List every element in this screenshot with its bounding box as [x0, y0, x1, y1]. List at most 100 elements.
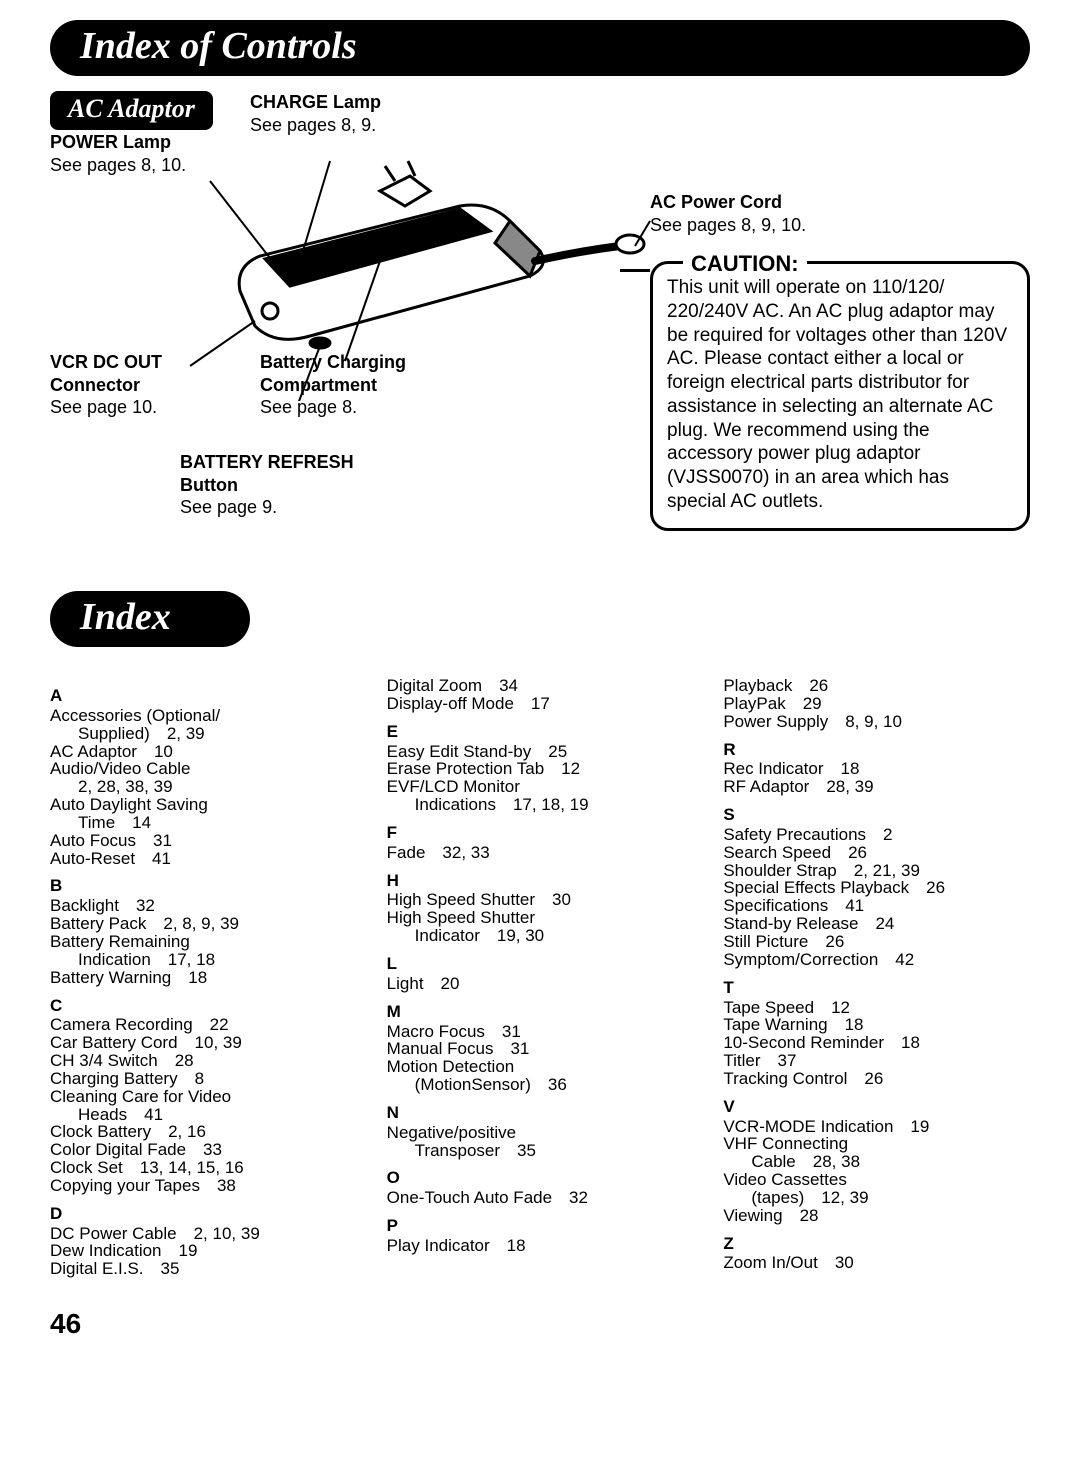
index-entry: Search Speed 26 — [723, 844, 1030, 862]
index-entry: Light 20 — [387, 975, 694, 993]
index-entry: Auto Daylight Saving — [50, 796, 357, 814]
index-heading-letter: S — [723, 806, 1030, 824]
index-entry: (tapes) 12, 39 — [723, 1189, 1030, 1207]
index-entry: Digital Zoom 34 — [387, 677, 694, 695]
index-entry: High Speed Shutter — [387, 909, 694, 927]
index-entry: Time 14 — [50, 814, 357, 832]
index-heading-letter: D — [50, 1205, 357, 1223]
index-col-2: Digital Zoom 34Display-off Mode 17EEasy … — [387, 677, 694, 1278]
index-heading-letter: F — [387, 824, 694, 842]
callout-title: VCR DC OUT Connector — [50, 352, 162, 395]
index-entry: Transposer 35 — [387, 1142, 694, 1160]
index-entry: Clock Battery 2, 16 — [50, 1123, 357, 1141]
index-entry: Playback 26 — [723, 677, 1030, 695]
index-entry: Erase Protection Tab 12 — [387, 760, 694, 778]
index-entry: VHF Connecting — [723, 1135, 1030, 1153]
index-entry: Audio/Video Cable — [50, 760, 357, 778]
index-entry: Color Digital Fade 33 — [50, 1141, 357, 1159]
index-entry: Viewing 28 — [723, 1207, 1030, 1225]
index-columns: AAccessories (Optional/Supplied) 2, 39AC… — [50, 677, 1030, 1278]
callout-title: AC Power Cord — [650, 192, 782, 212]
page-number: 46 — [50, 1308, 1030, 1340]
index-entry: Auto Focus 31 — [50, 832, 357, 850]
index-entry: Charging Battery 8 — [50, 1070, 357, 1088]
index-entry: Zoom In/Out 30 — [723, 1254, 1030, 1272]
caution-leader-line — [620, 269, 650, 272]
index-entry: PlayPak 29 — [723, 695, 1030, 713]
index-entry: AC Adaptor 10 — [50, 743, 357, 761]
callout-title: CHARGE Lamp — [250, 92, 381, 112]
index-entry: Tape Speed 12 — [723, 999, 1030, 1017]
index-entry: Play Indicator 18 — [387, 1237, 694, 1255]
callout-battery-refresh: BATTERY REFRESH Button See page 9. — [180, 451, 380, 519]
caution-body: This unit will operate on 110/120/ 220/2… — [667, 276, 1013, 514]
index-entry: Fade 32, 33 — [387, 844, 694, 862]
index-entry: Clock Set 13, 14, 15, 16 — [50, 1159, 357, 1177]
index-heading-letter: E — [387, 723, 694, 741]
callout-title: POWER Lamp — [50, 132, 171, 152]
callout-ac-cord: AC Power Cord See pages 8, 9, 10. — [650, 191, 806, 236]
section-header-controls: Index of Controls — [50, 20, 1030, 76]
index-entry: CH 3/4 Switch 28 — [50, 1052, 357, 1070]
callout-title: BATTERY REFRESH Button — [180, 452, 354, 495]
index-entry: Indications 17, 18, 19 — [387, 796, 694, 814]
index-entry: Auto-Reset 41 — [50, 850, 357, 868]
index-heading-letter: M — [387, 1003, 694, 1021]
index-entry: Copying your Tapes 38 — [50, 1177, 357, 1195]
index-heading-letter: T — [723, 979, 1030, 997]
index-heading-letter: N — [387, 1104, 694, 1122]
index-entry: Backlight 32 — [50, 897, 357, 915]
index-entry: Cable 28, 38 — [723, 1153, 1030, 1171]
index-heading-letter: Z — [723, 1235, 1030, 1253]
index-entry: Video Cassettes — [723, 1171, 1030, 1189]
index-entry: Digital E.I.S. 35 — [50, 1260, 357, 1278]
index-entry: Display-off Mode 17 — [387, 695, 694, 713]
index-heading-letter: H — [387, 872, 694, 890]
callout-sub: See page 9. — [180, 497, 277, 517]
index-entry: High Speed Shutter 30 — [387, 891, 694, 909]
index-entry: Supplied) 2, 39 — [50, 725, 357, 743]
index-entry: Negative/positive — [387, 1124, 694, 1142]
index-col-1: AAccessories (Optional/Supplied) 2, 39AC… — [50, 677, 357, 1278]
index-entry: Shoulder Strap 2, 21, 39 — [723, 862, 1030, 880]
index-entry: Indication 17, 18 — [50, 951, 357, 969]
index-heading-letter: C — [50, 997, 357, 1015]
index-col-3: Playback 26PlayPak 29Power Supply 8, 9, … — [723, 677, 1030, 1278]
index-heading-letter: A — [50, 687, 357, 705]
section-header-index: Index — [50, 591, 250, 647]
callout-sub: See pages 8, 10. — [50, 155, 186, 175]
adaptor-illustration — [180, 151, 660, 401]
index-entry: Tape Warning 18 — [723, 1016, 1030, 1034]
index-entry: 10-Second Reminder 18 — [723, 1034, 1030, 1052]
index-heading-letter: L — [387, 955, 694, 973]
index-entry: Symptom/Correction 42 — [723, 951, 1030, 969]
index-entry: Specifications 41 — [723, 897, 1030, 915]
index-entry: Special Effects Playback 26 — [723, 879, 1030, 897]
ac-adaptor-badge-wrap: AC Adaptor — [50, 91, 213, 130]
index-heading-letter: V — [723, 1098, 1030, 1116]
index-entry: Battery Remaining — [50, 933, 357, 951]
index-entry: Still Picture 26 — [723, 933, 1030, 951]
index-entry: Dew Indication 19 — [50, 1242, 357, 1260]
index-entry: One-Touch Auto Fade 32 — [387, 1189, 694, 1207]
index-entry: Stand-by Release 24 — [723, 915, 1030, 933]
index-entry: Camera Recording 22 — [50, 1016, 357, 1034]
index-heading-letter: P — [387, 1217, 694, 1235]
index-entry: Rec Indicator 18 — [723, 760, 1030, 778]
index-entry: Titler 37 — [723, 1052, 1030, 1070]
index-entry: EVF/LCD Monitor — [387, 778, 694, 796]
index-entry: Manual Focus 31 — [387, 1040, 694, 1058]
index-entry: Car Battery Cord 10, 39 — [50, 1034, 357, 1052]
callout-power-lamp: POWER Lamp See pages 8, 10. — [50, 131, 186, 176]
index-entry: Motion Detection — [387, 1058, 694, 1076]
index-entry: Safety Precautions 2 — [723, 826, 1030, 844]
callout-sub: See pages 8, 9. — [250, 115, 376, 135]
callout-sub: See page 10. — [50, 397, 157, 417]
index-entry: VCR-MODE Indication 19 — [723, 1118, 1030, 1136]
index-entry: Indicator 19, 30 — [387, 927, 694, 945]
index-heading-letter: O — [387, 1169, 694, 1187]
index-entry: Heads 41 — [50, 1106, 357, 1124]
index-heading-letter: B — [50, 877, 357, 895]
ac-adaptor-diagram: AC Adaptor CHARGE Lamp See pages 8, 9. P… — [50, 91, 1030, 571]
caution-box: CAUTION: This unit will operate on 110/1… — [650, 261, 1030, 531]
